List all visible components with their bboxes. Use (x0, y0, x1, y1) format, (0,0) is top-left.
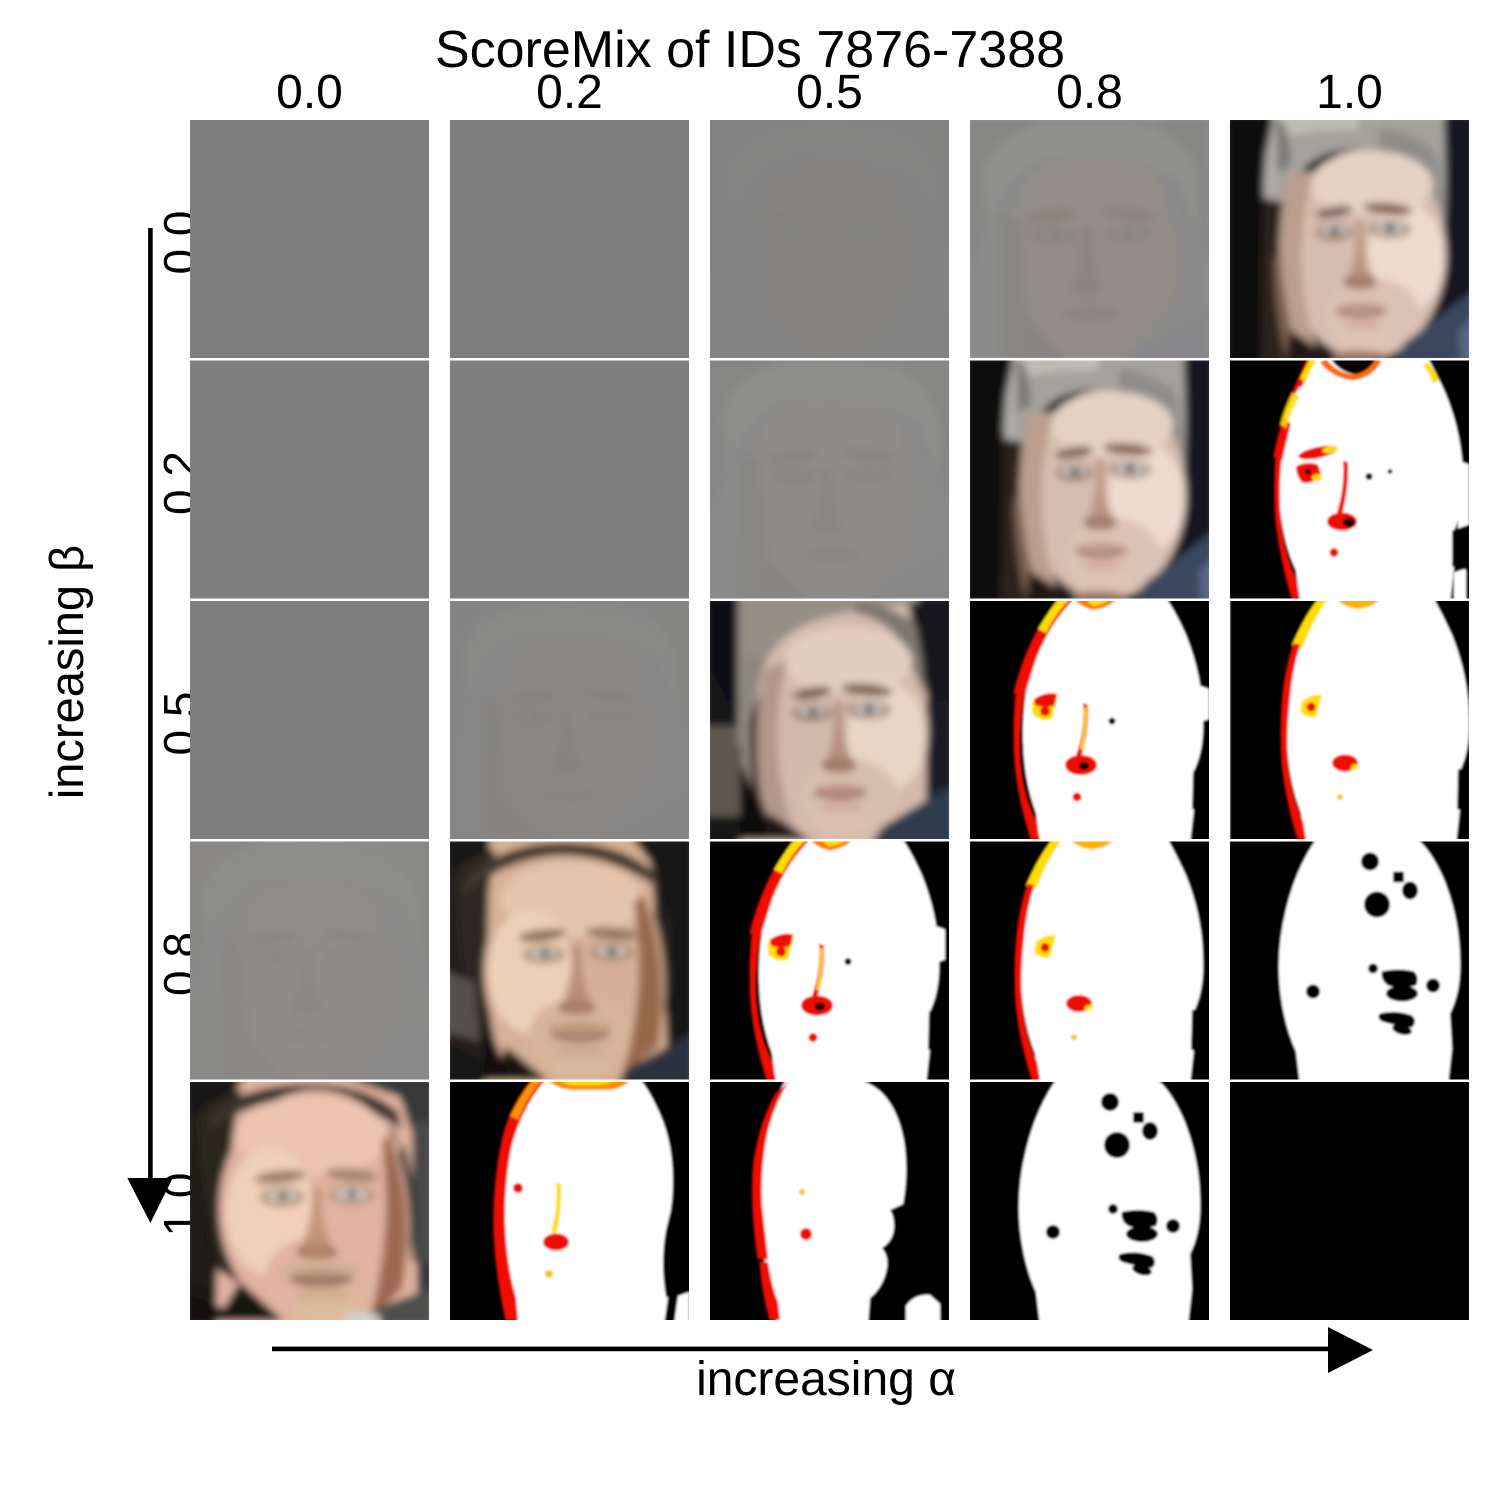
svg-text:1.0: 1.0 (1316, 66, 1383, 119)
svg-text:0.8: 0.8 (1056, 66, 1123, 119)
svg-text:0.0: 0.0 (276, 66, 343, 119)
svg-text:ScoreMix of IDs 7876-7388: ScoreMix of IDs 7876-7388 (435, 21, 1065, 79)
svg-text:0.2: 0.2 (536, 66, 603, 119)
svg-text:increasing β: increasing β (40, 545, 93, 799)
svg-text:increasing α: increasing α (696, 1353, 956, 1406)
svg-text:0.5: 0.5 (796, 66, 863, 119)
